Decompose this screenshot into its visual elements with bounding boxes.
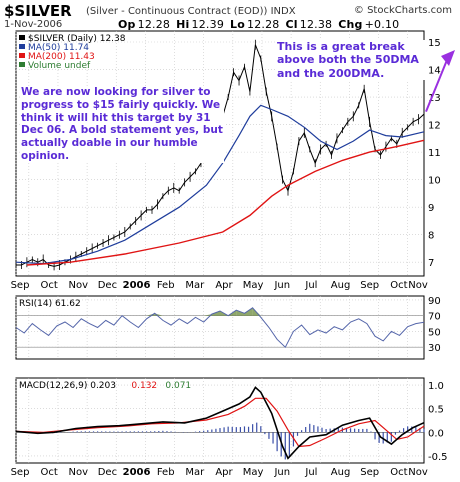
quote-date: 1-Nov-2006 (4, 19, 63, 30)
y-tick-label-macd: -0.5 (428, 452, 448, 463)
y-tick-label-price: 10 (428, 176, 441, 187)
rsi-line (15, 307, 425, 349)
legend-entry-price: MA(50) 11.74 (28, 43, 89, 53)
x-tick-label-macd: Feb (157, 467, 175, 478)
legend-swatch (19, 44, 25, 49)
legend-entry-price: Volume undef (28, 61, 91, 71)
x-tick-label-macd: Dec (98, 467, 117, 478)
y-tick-label-rsi: 90 (428, 296, 441, 307)
x-tick-label-price: Mar (185, 280, 205, 291)
x-tick-label-price: Nov (408, 280, 428, 291)
x-tick-label-price: Sep (360, 280, 379, 291)
y-tick-label-rsi: 70 (428, 312, 441, 323)
legend-entry-macd: 0.132 (131, 381, 157, 391)
y-tick-label-price: 15 (428, 38, 441, 49)
y-tick-label-macd: 0.0 (428, 428, 444, 439)
annotation-target-note: We are now looking for silver to progres… (21, 86, 224, 163)
legend-entry-price: MA(200) 11.43 (28, 52, 95, 62)
x-tick-label-macd: Nov (69, 467, 89, 478)
y-tick-label-price: 14 (428, 66, 441, 77)
x-tick-label-macd: Apr (215, 467, 233, 478)
x-tick-label-price: Nov (69, 280, 89, 291)
y-tick-label-rsi: 30 (428, 343, 441, 354)
x-tick-label-price: May (243, 280, 264, 291)
x-tick-label-price: Sep (11, 280, 30, 291)
y-tick-label-price: 9 (428, 203, 434, 214)
y-tick-label-macd: 1.0 (428, 381, 444, 392)
quote-value: 12.28 (247, 18, 280, 31)
x-tick-label-macd: Aug (331, 467, 351, 478)
legend-swatch (19, 35, 25, 40)
x-tick-label-price: Apr (215, 280, 233, 291)
x-tick-label-macd: Mar (185, 467, 205, 478)
legend-entry-rsi: RSI(14) 61.62 (19, 299, 81, 309)
quote-label: Hi (176, 18, 190, 31)
legend-entry-price: $SILVER (Daily) 12.38 (28, 34, 126, 44)
ma50-line (15, 104, 425, 265)
legend-swatch (19, 62, 25, 67)
x-tick-label-macd: Sep (11, 467, 30, 478)
y-tick-label-rsi: 50 (428, 327, 441, 338)
y-tick-label-price: 13 (428, 93, 441, 104)
x-tick-label-macd: 2006 (123, 467, 151, 478)
x-tick-label-macd: Oct (40, 467, 57, 478)
legend-swatch (19, 53, 25, 58)
x-tick-label-price: Oct (390, 280, 407, 291)
target-arrow-head (441, 50, 455, 66)
quote-label: Chg (338, 18, 363, 31)
panel-frame-rsi (15, 295, 425, 360)
x-tick-label-price: Feb (157, 280, 175, 291)
source-credit: © StockCharts.com (353, 5, 452, 16)
x-tick-label-price: Jul (304, 280, 317, 291)
x-tick-label-macd: Nov (408, 467, 428, 478)
macd-signal-line (15, 397, 425, 448)
legend-entry-macd: MACD(12,26,9) 0.203 (19, 381, 116, 391)
x-tick-label-macd: Jun (273, 467, 290, 478)
x-tick-label-price: Dec (98, 280, 117, 291)
x-tick-label-macd: Oct (390, 467, 407, 478)
quote-value: 12.28 (137, 18, 171, 31)
quote-label: Op (118, 18, 136, 31)
quote-value: 12.39 (191, 18, 225, 31)
x-tick-label-price: 2006 (123, 280, 151, 291)
rsi-overbought-fill (244, 307, 253, 316)
y-tick-label-macd: 0.5 (428, 405, 444, 416)
x-tick-label-macd: Sep (360, 467, 379, 478)
x-tick-label-price: Oct (40, 280, 57, 291)
y-tick-label-price: 12 (428, 121, 441, 132)
rsi-overbought-fill (236, 310, 245, 316)
annotation-break-note: This is a great break above both the 50D… (277, 40, 425, 81)
x-tick-label-macd: Jul (304, 467, 317, 478)
macd-line (15, 386, 425, 460)
rsi-overbought-fill (203, 314, 212, 316)
quote-value: 12.38 (299, 18, 333, 31)
chart-symbol: $SILVER (4, 2, 72, 20)
y-tick-label-price: 8 (428, 231, 434, 242)
legend-entry-macd: 0.071 (165, 381, 191, 391)
y-tick-label-price: 11 (428, 148, 441, 159)
x-tick-label-price: Jun (273, 280, 290, 291)
ma200-line (26, 139, 425, 266)
quote-label: Lo (230, 18, 245, 31)
quote-label: Cl (285, 18, 298, 31)
y-tick-label-price: 7 (428, 258, 434, 269)
target-arrow-line (425, 59, 448, 112)
x-tick-label-macd: May (243, 467, 264, 478)
chart-description: (Silver - Continuous Contract (EOD)) IND… (86, 6, 296, 17)
x-tick-label-price: Aug (331, 280, 351, 291)
